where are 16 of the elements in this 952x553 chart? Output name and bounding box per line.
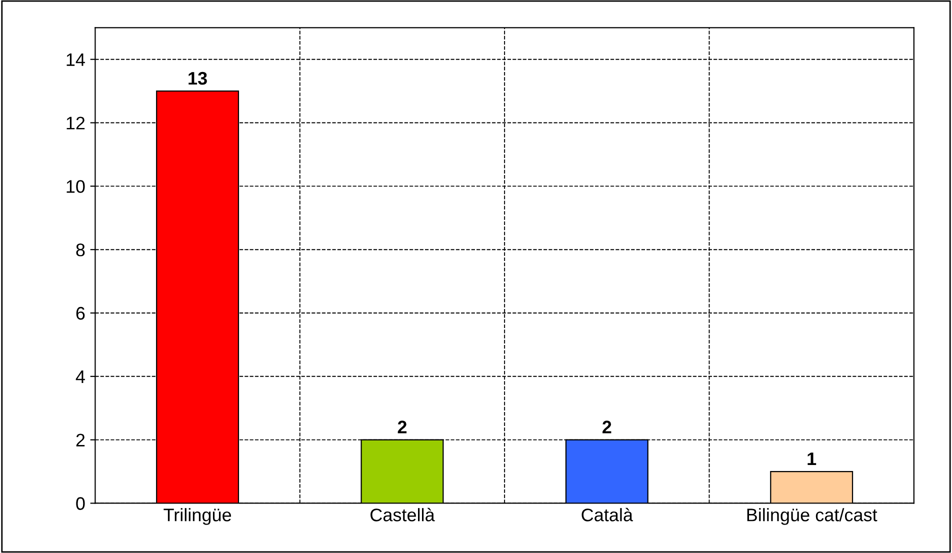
y-tick-label: 8 — [76, 244, 85, 256]
y-tick-label: 2 — [76, 434, 85, 446]
data-label: 2 — [602, 420, 612, 434]
x-tick-label: Català — [582, 508, 633, 522]
data-label: 1 — [808, 452, 816, 465]
x-tick-label: Castellà — [370, 508, 435, 522]
y-tick-label: 12 — [66, 116, 85, 130]
y-tick-label: 14 — [66, 53, 85, 66]
y-tick-label: 4 — [76, 370, 85, 383]
x-tick-label: Bilingüe cat/cast — [747, 508, 878, 525]
y-tick-label: 10 — [66, 180, 85, 193]
y-tick-label: 0 — [76, 497, 85, 510]
y-tick-label: 6 — [76, 306, 85, 320]
data-label: 2 — [398, 420, 407, 434]
data-label: 13 — [188, 72, 207, 85]
x-tick-label: Trilingüe — [164, 508, 232, 525]
